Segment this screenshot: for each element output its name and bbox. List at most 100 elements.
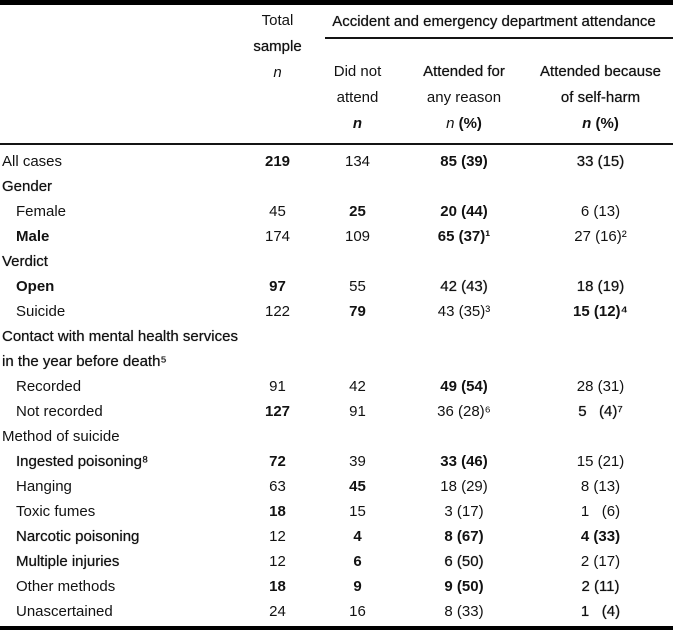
cell-attended-any: 85 (39): [440, 153, 488, 170]
cell-attended-self-harm: 6 (13): [580, 203, 621, 220]
table-row-gender: Gender: [0, 174, 673, 199]
table-row-toxic-fumes: Toxic fumes 18 15 3 (17) 1 (6): [0, 499, 673, 524]
row-label: Multiple injuries: [16, 553, 120, 570]
cell-did-not-attend: 91: [349, 403, 366, 420]
header-sh-line1: Attended because: [540, 63, 661, 80]
cell-attended-self-harm: 18 (19): [576, 278, 625, 295]
cell-attended-self-harm: 15 (21): [576, 453, 625, 470]
header-sh-n-pct: n (%): [582, 111, 619, 137]
cell-did-not-attend: 134: [344, 153, 371, 170]
cell-total: 91: [269, 378, 286, 395]
header-any-pct: (%): [458, 115, 482, 132]
header-attendance-spanner: Accident and emergency department attend…: [332, 12, 656, 30]
cell-total: 45: [269, 203, 286, 220]
cell-attended-self-harm: 33 (15): [576, 153, 625, 170]
row-label: Male: [16, 228, 50, 245]
table-row-male: Male 174 109 65 (37)¹ 27 (16)²: [0, 224, 673, 249]
header-total-sample: Total sample n: [240, 5, 315, 143]
table-row-suicide: Suicide 122 79 43 (35)³ 15 (12)⁴: [0, 299, 673, 324]
cell-attended-self-harm: 4 (33): [580, 528, 621, 545]
cell-did-not-attend: 109: [344, 228, 371, 245]
cell-attended-any: 65 (37)¹: [437, 228, 491, 245]
table-bottom-rule: [0, 626, 673, 630]
table-row-not-recorded: Not recorded 127 91 36 (28)⁶ 5 (4)⁷: [0, 399, 673, 424]
cell-did-not-attend: 16: [349, 603, 366, 620]
cell-did-not-attend: 79: [349, 303, 366, 320]
cell-attended-self-harm: 28 (31): [576, 378, 625, 395]
header-attendance-group: Accident and emergency department attend…: [315, 5, 673, 143]
header-sh-n: n: [582, 115, 592, 132]
table-row-other-methods: Other methods 18 9 9 (50) 2 (11): [0, 574, 673, 599]
cell-did-not-attend: 39: [349, 453, 366, 470]
cell-did-not-attend: 15: [349, 503, 366, 520]
table-row-female: Female 45 25 20 (44) 6 (13): [0, 199, 673, 224]
row-label: Suicide: [16, 303, 66, 320]
cell-attended-any: 20 (44): [440, 203, 488, 220]
cell-did-not-attend: 42: [349, 378, 366, 395]
cell-total: 219: [264, 153, 291, 170]
table-row-ingested-poisoning: Ingested poisoning⁸ 72 39 33 (46) 15 (21…: [0, 449, 673, 474]
cell-attended-any: 8 (33): [444, 603, 484, 620]
table-row-open: Open 97 55 42 (43) 18 (19): [0, 274, 673, 299]
header-attended-self-harm: Attended because of self-harm n (%): [528, 59, 673, 137]
cell-total: 72: [269, 453, 286, 470]
row-label: Not recorded: [16, 403, 103, 420]
cell-attended-any: 42 (43): [440, 278, 488, 295]
header-any-line1: Attended for: [423, 63, 505, 80]
header-total-line2: sample: [253, 38, 302, 55]
table-row-verdict: Verdict: [0, 249, 673, 274]
header-total-line1: Total: [261, 12, 294, 29]
cell-attended-any: 33 (46): [440, 453, 488, 470]
row-label: Method of suicide: [2, 428, 120, 445]
header-any-line2: any reason: [426, 89, 502, 106]
row-label: Hanging: [16, 478, 72, 495]
header-any-n: n: [446, 115, 455, 132]
cell-attended-any: 3 (17): [444, 503, 484, 520]
row-label: Contact with mental health services: [2, 328, 238, 345]
header-subcolumns: Did not attend n Attended for any reason…: [315, 39, 673, 137]
table-top-rule: [0, 0, 673, 5]
attendance-spanner-rule: [325, 37, 673, 39]
cell-attended-self-harm: 5 (4)⁷: [578, 403, 623, 420]
table-row-all-cases: All cases 219 134 85 (39) 33 (15): [0, 149, 673, 174]
cell-total: 18: [269, 578, 286, 595]
row-label: All cases: [2, 153, 63, 170]
table-row-unascertained: Unascertained 24 16 8 (33) 1 (4): [0, 599, 673, 624]
cell-total: 63: [269, 478, 286, 495]
row-label: Recorded: [16, 378, 82, 395]
table-row-recorded: Recorded 91 42 49 (54) 28 (31): [0, 374, 673, 399]
cell-did-not-attend: 25: [349, 203, 366, 220]
row-label: Narcotic poisoning: [16, 528, 140, 545]
cell-total: 12: [269, 553, 286, 570]
header-attended-any: Attended for any reason n (%): [400, 59, 528, 137]
cell-attended-self-harm: 2 (17): [580, 553, 621, 570]
cell-attended-self-harm: 15 (12)⁴: [573, 303, 628, 320]
cell-attended-self-harm: 1 (4): [580, 603, 621, 620]
header-dna-line2: attend: [336, 89, 379, 106]
cell-total: 174: [264, 228, 291, 245]
header-total-n: n: [273, 64, 282, 81]
header-sh-pct: (%): [595, 115, 619, 132]
cell-total: 12: [269, 528, 286, 545]
table-body: All cases 219 134 85 (39) 33 (15) Gender…: [0, 145, 673, 624]
cell-attended-any: 8 (67): [444, 528, 484, 545]
cell-total: 18: [269, 503, 286, 520]
cell-attended-any: 6 (50): [444, 553, 484, 570]
cell-attended-self-harm: 2 (11): [581, 578, 620, 595]
table-row-hanging: Hanging 63 45 18 (29) 8 (13): [0, 474, 673, 499]
row-label: Verdict: [2, 253, 48, 270]
table-row-contact-line2: in the year before death⁵: [0, 349, 673, 374]
cell-did-not-attend: 9: [353, 578, 362, 595]
cell-total: 122: [264, 303, 291, 320]
cell-did-not-attend: 55: [349, 278, 366, 295]
cell-attended-any: 18 (29): [440, 478, 488, 495]
cell-total: 127: [264, 403, 291, 420]
cell-attended-self-harm: 8 (13): [580, 478, 621, 495]
row-label: Unascertained: [16, 603, 113, 620]
row-label: Ingested poisoning⁸: [16, 453, 149, 470]
cell-did-not-attend: 4: [353, 528, 362, 545]
header-any-n-pct: n (%): [446, 111, 482, 137]
row-label: Female: [16, 203, 67, 220]
row-label: Gender: [2, 178, 53, 195]
